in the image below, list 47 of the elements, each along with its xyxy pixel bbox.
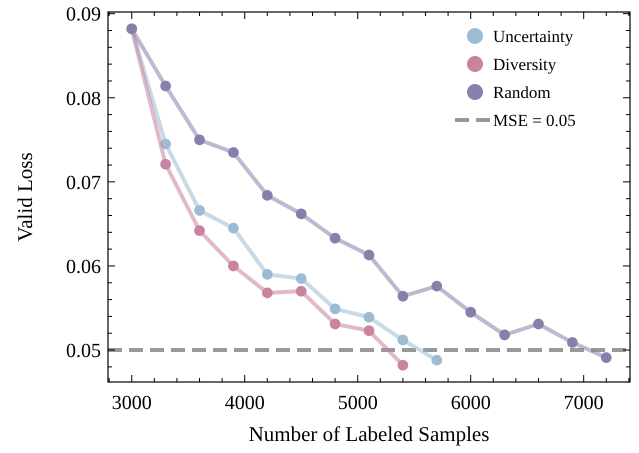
point <box>330 232 340 244</box>
point <box>431 354 442 366</box>
point <box>330 304 340 314</box>
point <box>160 138 171 150</box>
point <box>364 250 374 260</box>
y-tick-label: 0.09 <box>66 4 101 26</box>
point <box>228 222 239 234</box>
point <box>228 147 239 158</box>
x-tick-label: 5000 <box>338 392 378 414</box>
point <box>398 290 408 302</box>
point <box>296 273 307 284</box>
point <box>194 134 205 146</box>
point <box>160 80 171 92</box>
y-tick-label: 0.06 <box>66 256 101 278</box>
legend-label: Random <box>493 82 551 102</box>
legend-label: MSE = 0.05 <box>493 110 576 130</box>
point <box>364 325 374 336</box>
x-tick-label: 3000 <box>112 392 152 414</box>
y-axis-title: Valid Loss <box>13 152 37 242</box>
y-tick-label: 0.07 <box>66 172 101 194</box>
point <box>398 334 408 346</box>
point <box>364 312 374 323</box>
point <box>398 360 408 371</box>
point <box>499 330 510 340</box>
point <box>431 280 442 292</box>
point <box>533 318 544 330</box>
point <box>600 352 612 363</box>
y-tick-label: 0.05 <box>66 340 101 362</box>
point <box>194 225 205 236</box>
x-axis-title: Number of Labeled Samples <box>248 422 490 446</box>
point <box>262 269 273 280</box>
point <box>262 288 273 298</box>
point <box>567 337 578 348</box>
legend-label: Diversity <box>493 54 557 74</box>
x-tick-label: 6000 <box>450 392 491 414</box>
point <box>262 190 273 201</box>
point <box>296 208 307 220</box>
point <box>296 286 307 297</box>
y-tick-label: 0.08 <box>66 88 101 110</box>
point <box>465 306 476 318</box>
point <box>194 205 205 216</box>
x-tick-label: 4000 <box>224 392 265 414</box>
x-tick-label: 7000 <box>564 392 604 414</box>
point <box>228 260 239 272</box>
legend-label: Uncertainty <box>493 26 574 46</box>
point <box>160 158 171 170</box>
point <box>330 318 340 330</box>
